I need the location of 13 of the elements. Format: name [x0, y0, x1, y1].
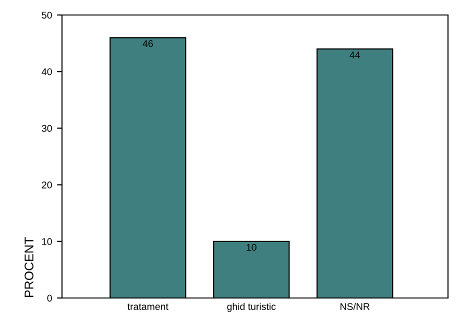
- data-label: 10: [246, 244, 256, 251]
- x-tick-label: ghid turistic: [227, 302, 276, 312]
- y-axis-title: PROCENT: [24, 237, 34, 297]
- y-tick-label: 40: [42, 68, 52, 76]
- data-label: 44: [350, 52, 360, 58]
- data-label: 46: [142, 40, 153, 48]
- y-tick-label: 30: [42, 124, 52, 132]
- y-tick-label: 50: [42, 12, 52, 19]
- x-tick-label: NS/NR: [340, 302, 370, 310]
- y-tick-label: 10: [42, 238, 52, 246]
- x-tick-label: tratament: [128, 304, 168, 310]
- y-tick-label: 0: [47, 294, 52, 302]
- y-tick-label: 20: [42, 182, 52, 188]
